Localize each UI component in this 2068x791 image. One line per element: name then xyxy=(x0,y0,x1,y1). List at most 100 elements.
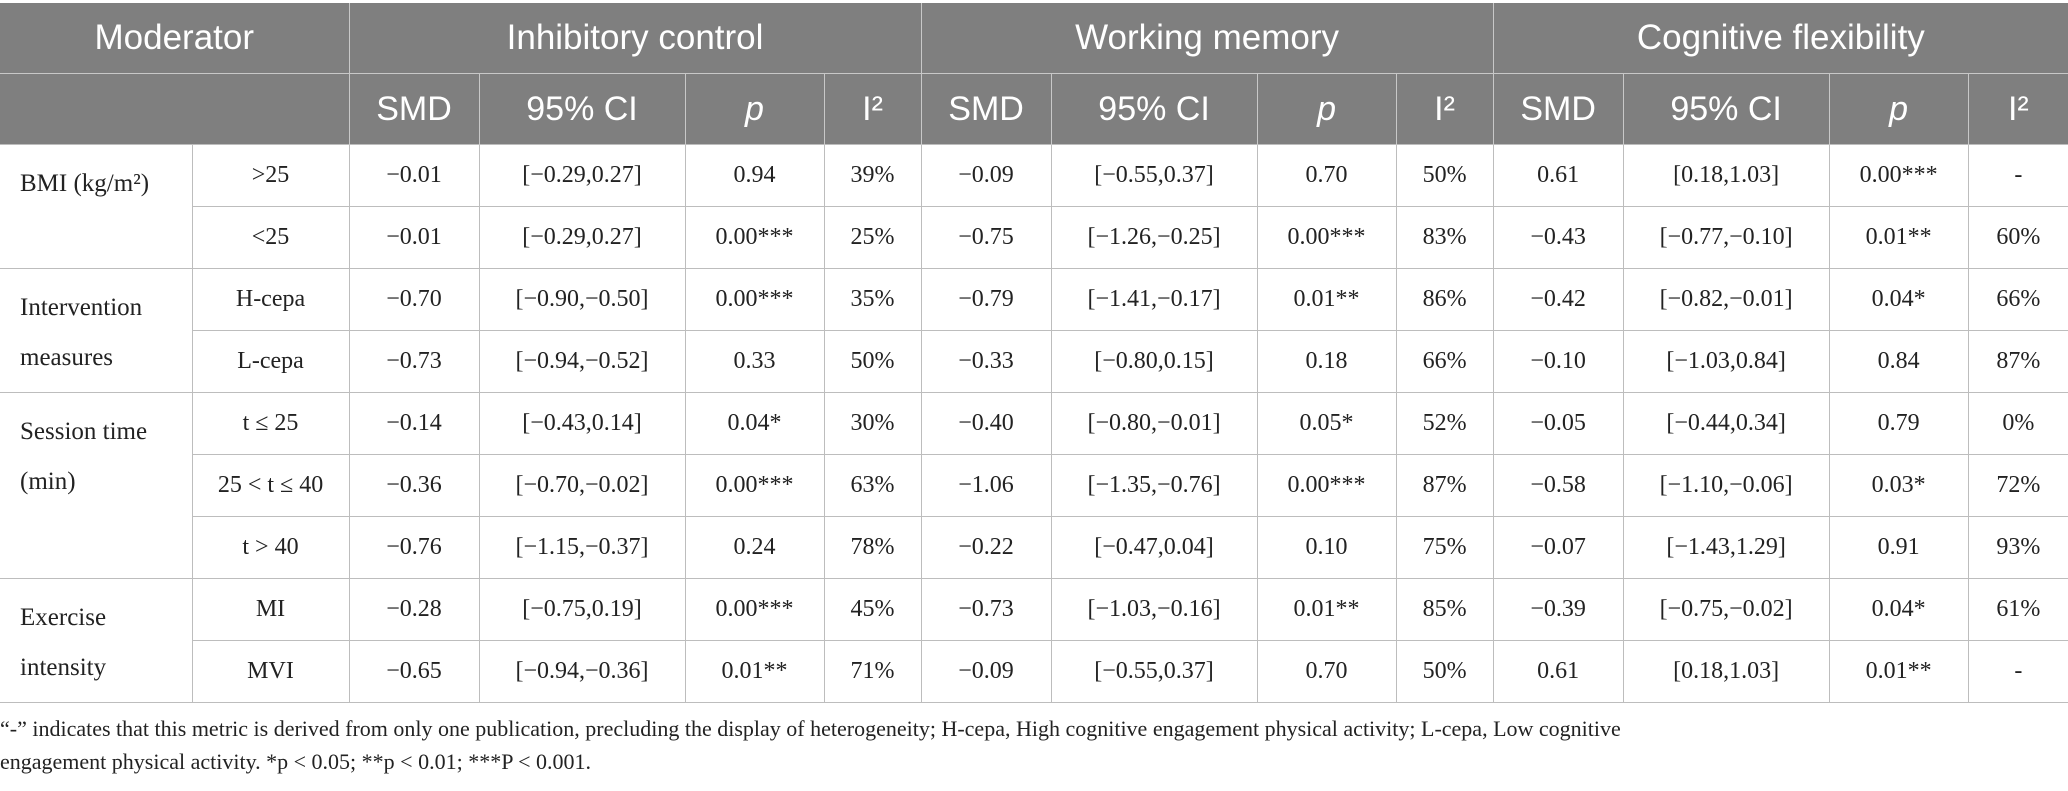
cf-p-cell: 0.00*** xyxy=(1828,144,1969,207)
cf-smd-cell: −0.07 xyxy=(1492,516,1624,579)
ic-smd-cell: −0.01 xyxy=(348,144,480,207)
moderator-level: L-cepa xyxy=(192,330,350,393)
wm-smd-cell: −0.09 xyxy=(920,640,1052,703)
moderator-group-label: BMI (kg/m²) xyxy=(0,144,193,269)
wm-p-cell: 0.70 xyxy=(1256,640,1397,703)
wm-ci-cell: [−0.80,0.15] xyxy=(1050,330,1258,393)
table-row: Session time (min) t ≤ 25 −0.14 [−0.43,0.14]… xyxy=(0,392,2068,579)
cf-smd-cell: −0.43 xyxy=(1492,206,1624,269)
footnote-line-1: “-” indicates that this metric is derive… xyxy=(0,716,1621,741)
wm-smd-cell: −0.73 xyxy=(920,578,1052,641)
smd-header: SMD xyxy=(920,73,1052,145)
ic-p-cell: 0.24 xyxy=(684,516,825,579)
table-row: Intervention measures H-cepa −0.70 [−0.90,−0… xyxy=(0,268,2068,393)
wm-smd-cell: −0.33 xyxy=(920,330,1052,393)
wm-smd-cell: −0.09 xyxy=(920,144,1052,207)
cf-p-cell: 0.79 xyxy=(1828,392,1969,455)
moderator-level: t > 40 xyxy=(192,516,350,579)
cf-ci-cell: [0.18,1.03] xyxy=(1622,144,1830,207)
moderator-header: Moderator xyxy=(0,3,349,74)
ic-p-cell: 0.00*** xyxy=(684,454,825,517)
ic-smd-cell: −0.76 xyxy=(348,516,480,579)
wm-smd-cell: −1.06 xyxy=(920,454,1052,517)
inhibitory-control-header: Inhibitory control xyxy=(348,3,922,74)
cf-i2-cell: 61% xyxy=(1967,578,2068,641)
ci-header: 95% CI xyxy=(478,73,685,145)
cf-i2-cell: 0% xyxy=(1967,392,2068,455)
wm-i2-cell: 50% xyxy=(1395,144,1494,207)
ic-ci-cell: [−0.94,−0.36] xyxy=(478,640,686,703)
wm-ci-cell: [−0.80,−0.01] xyxy=(1050,392,1258,455)
moderator-level: H-cepa xyxy=(191,268,350,331)
header-row-metrics: SMD 95% CI p I² SMD 95% CI p I² SMD 95% … xyxy=(0,73,2068,145)
moderator-level: MVI xyxy=(192,640,350,703)
ic-smd-cell: −0.36 xyxy=(348,454,480,517)
wm-p-cell: 0.00*** xyxy=(1256,454,1397,517)
ic-ci-cell: [−0.90,−0.50] xyxy=(478,268,686,331)
i2-header: I² xyxy=(823,73,922,145)
wm-ci-cell: [−0.55,0.37] xyxy=(1050,640,1258,703)
ic-i2-cell: 78% xyxy=(823,516,922,579)
moderator-level: <25 xyxy=(192,206,350,269)
ci-header: 95% CI xyxy=(1050,73,1258,145)
moderator-subheader-empty xyxy=(0,73,349,145)
header-row-groups: Moderator Inhibitory control Working mem… xyxy=(0,3,2068,74)
ic-ci-cell: [−0.29,0.27] xyxy=(478,206,686,269)
cf-smd-cell: 0.61 xyxy=(1492,144,1624,207)
table-row: 25 < t ≤ 40 −0.36 [−0.70,−0.02] 0.00*** 63% −… xyxy=(0,454,2068,517)
moderator-group-label: Intervention measures xyxy=(0,268,193,393)
moderator-group-label-line: Exercise xyxy=(20,604,107,631)
cf-smd-cell: −0.10 xyxy=(1492,330,1624,393)
wm-i2-cell: 66% xyxy=(1395,330,1494,393)
ic-ci-cell: [−0.94,−0.52] xyxy=(478,330,686,393)
table-row: Exercise intensity MI −0.28 [−0.75,0.19] 0.00… xyxy=(0,578,2068,703)
wm-i2-cell: 52% xyxy=(1395,392,1494,455)
ic-i2-cell: 63% xyxy=(823,454,922,517)
ic-p-cell: 0.00*** xyxy=(684,268,825,331)
ic-p-cell: 0.33 xyxy=(684,330,825,393)
cf-smd-cell: −0.58 xyxy=(1492,454,1624,517)
smd-header: SMD xyxy=(1492,73,1624,145)
ic-ci-cell: [−1.15,−0.37] xyxy=(478,516,686,579)
table-row: BMI (kg/m²) >25 −0.01 [−0.29,0.27] 0.94 39% −0… xyxy=(0,144,2068,269)
wm-ci-cell: [−1.35,−0.76] xyxy=(1050,454,1258,517)
moderator-level: t ≤ 25 xyxy=(191,392,350,455)
ic-i2-cell: 71% xyxy=(823,640,922,703)
cf-ci-cell: [−1.03,0.84] xyxy=(1622,330,1830,393)
wm-p-cell: 0.10 xyxy=(1256,516,1397,579)
ic-ci-cell: [−0.29,0.27] xyxy=(478,144,686,207)
wm-i2-cell: 86% xyxy=(1395,268,1494,331)
cf-smd-cell: −0.42 xyxy=(1492,268,1624,331)
moderator-level: 25 < t ≤ 40 xyxy=(192,454,350,517)
moderator-group-label-line: Intervention xyxy=(20,294,143,321)
table-footnote: “-” indicates that this metric is derive… xyxy=(0,712,2068,778)
cf-ci-cell: [−1.10,−0.06] xyxy=(1622,454,1830,517)
wm-i2-cell: 50% xyxy=(1395,640,1494,703)
footnote-line-2: engagement physical activity. *p < 0.05;… xyxy=(0,749,592,774)
cf-ci-cell: [−0.75,−0.02] xyxy=(1622,578,1830,641)
wm-p-cell: 0.01** xyxy=(1256,578,1397,641)
working-memory-header: Working memory xyxy=(920,3,1494,74)
cf-ci-cell: [−1.43,1.29] xyxy=(1622,516,1830,579)
ic-p-cell: 0.01** xyxy=(684,640,825,703)
wm-i2-cell: 83% xyxy=(1395,206,1494,269)
cf-ci-cell: [−0.82,−0.01] xyxy=(1622,268,1830,331)
cf-p-cell: 0.04* xyxy=(1828,578,1969,641)
moderator-group-label-line: measures xyxy=(20,344,114,371)
wm-ci-cell: [−1.26,−0.25] xyxy=(1050,206,1258,269)
wm-i2-cell: 75% xyxy=(1395,516,1494,579)
cf-i2-cell: 66% xyxy=(1967,268,2068,331)
cf-i2-cell: 87% xyxy=(1967,330,2068,393)
ic-i2-cell: 30% xyxy=(823,392,922,455)
wm-ci-cell: [−0.55,0.37] xyxy=(1050,144,1258,207)
wm-ci-cell: [−1.41,−0.17] xyxy=(1050,268,1258,331)
wm-p-cell: 0.70 xyxy=(1256,144,1397,207)
wm-i2-cell: 87% xyxy=(1395,454,1494,517)
moderator-group-label-line: BMI (kg/m²) xyxy=(20,170,150,197)
cf-p-cell: 0.84 xyxy=(1828,330,1969,393)
ic-smd-cell: −0.73 xyxy=(348,330,480,393)
wm-smd-cell: −0.40 xyxy=(920,392,1052,455)
ic-smd-cell: −0.01 xyxy=(348,206,480,269)
ic-i2-cell: 39% xyxy=(823,144,922,207)
moderator-group-label-line: intensity xyxy=(20,654,107,681)
